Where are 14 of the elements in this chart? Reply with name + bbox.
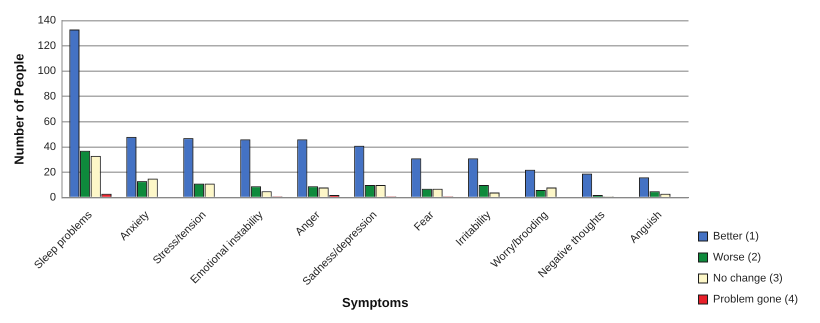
y-tick-label: 60 xyxy=(44,116,56,128)
y-axis-title: Number of People xyxy=(11,53,26,165)
legend-label: Worse (2) xyxy=(713,252,762,264)
y-tick-label: 100 xyxy=(38,65,56,78)
y-tick-label: 140 xyxy=(38,14,56,27)
y-tick-label: 80 xyxy=(44,90,56,102)
y-tick-label: 120 xyxy=(38,40,56,52)
legend-label: Better (1) xyxy=(713,230,759,243)
y-tick-label: 20 xyxy=(44,166,56,178)
legend-label: No change (3) xyxy=(713,272,783,285)
legend-label: Problem gone (4) xyxy=(713,294,798,306)
x-axis-title: Symptoms xyxy=(342,294,408,310)
y-tick-label: 0 xyxy=(50,192,56,204)
y-tick-label: 40 xyxy=(44,141,56,154)
